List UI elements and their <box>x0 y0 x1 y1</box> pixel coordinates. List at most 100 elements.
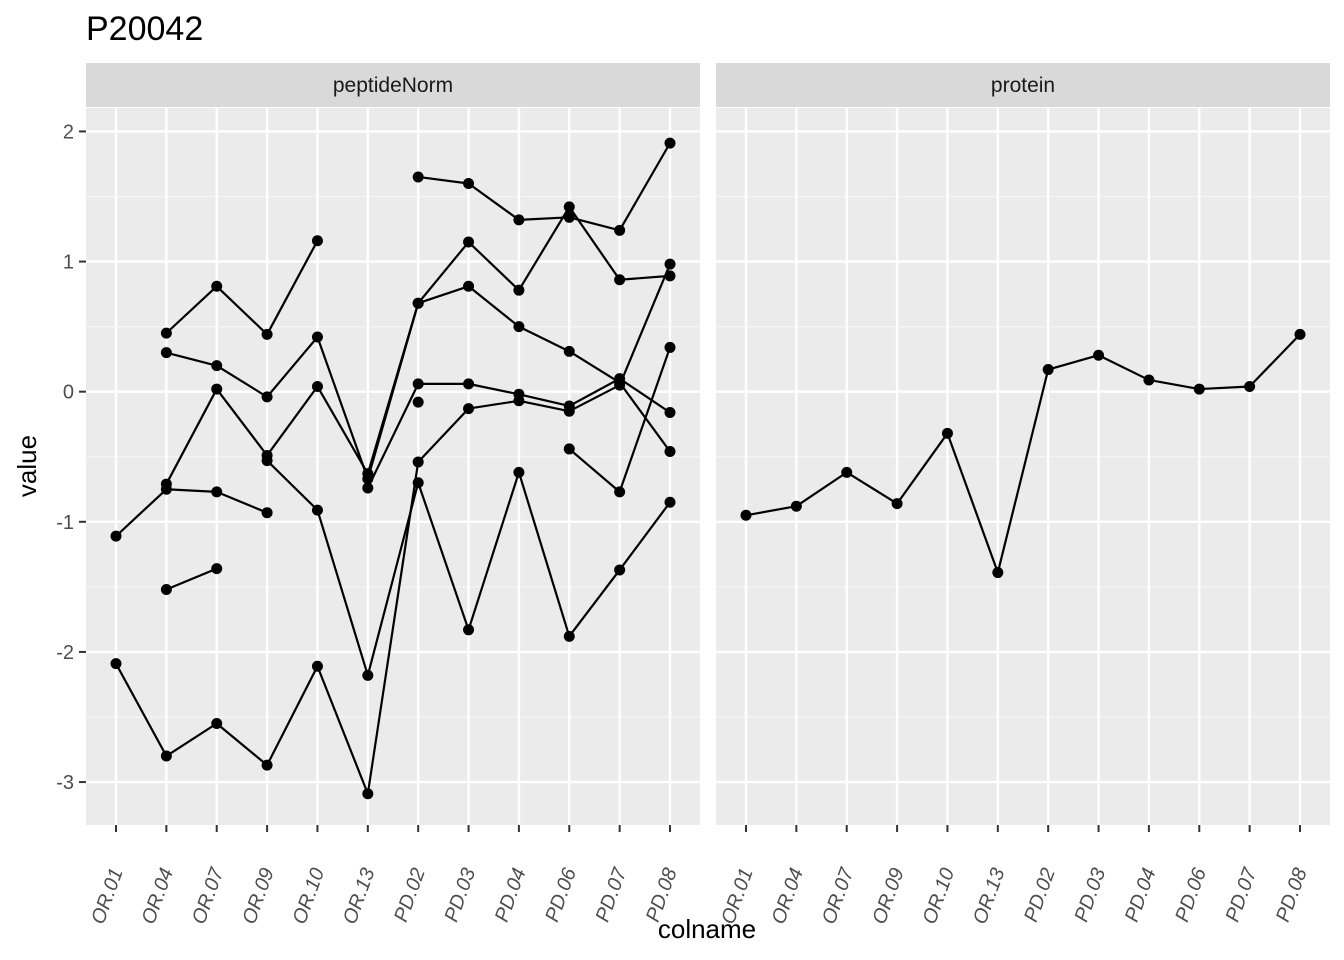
series-line-segment <box>266 665 319 766</box>
data-point <box>110 658 122 670</box>
series-line-segment <box>795 471 848 508</box>
series-line-segment <box>216 364 268 398</box>
series-line-segment <box>618 263 672 386</box>
data-point <box>1143 374 1155 386</box>
x-tick-label: PD.07 <box>592 864 632 925</box>
series-line-segment <box>316 385 369 475</box>
data-point <box>1193 383 1205 395</box>
data-point <box>311 380 323 392</box>
y-tick-label: 2 <box>63 121 74 143</box>
series-line-segment <box>166 351 218 367</box>
series-line-segment <box>418 175 469 185</box>
data-point <box>362 669 374 681</box>
data-point <box>664 446 676 458</box>
data-point <box>463 177 475 189</box>
data-point <box>463 280 475 292</box>
data-point <box>513 466 525 478</box>
data-point <box>211 486 223 498</box>
x-tick-label: OR.07 <box>818 864 859 927</box>
data-point <box>110 530 122 542</box>
series-line-segment <box>165 285 218 334</box>
data-point <box>211 280 223 292</box>
data-point <box>941 427 953 439</box>
series-line-segment <box>366 302 420 474</box>
data-point <box>614 224 626 236</box>
x-tick-label: OR.04 <box>768 865 808 927</box>
data-point <box>211 563 223 575</box>
data-point <box>261 759 273 771</box>
data-point <box>412 171 424 183</box>
series-line-segment <box>996 369 1050 573</box>
strip-label: protein <box>991 74 1055 97</box>
strip-background <box>716 63 1330 107</box>
series-line-segment <box>115 663 168 757</box>
series-line-segment <box>165 388 218 485</box>
data-point <box>513 214 525 226</box>
x-tick-label: OR.09 <box>868 865 908 927</box>
data-point <box>412 297 424 309</box>
series-3 <box>160 201 676 490</box>
series-line-segment <box>1199 385 1250 391</box>
y-axis-title: value <box>12 435 42 497</box>
series-line-segment <box>215 285 268 336</box>
x-tick-label: PD.04 <box>491 865 531 925</box>
data-point <box>412 378 424 390</box>
y-tick-label: -3 <box>56 772 74 794</box>
data-point <box>311 235 323 247</box>
series-line-segment <box>568 377 621 407</box>
series-line-segment <box>568 569 621 637</box>
series-1 <box>160 137 676 340</box>
series-line-segment <box>316 509 369 676</box>
series-line-segment <box>216 722 268 766</box>
y-tick-label: 1 <box>63 252 74 274</box>
data-point <box>261 455 273 467</box>
data-point <box>563 443 575 455</box>
data-point <box>1093 349 1105 361</box>
x-tick-label: PD.04 <box>1121 865 1161 925</box>
x-axis-title: colname <box>658 914 756 944</box>
series-line-segment <box>618 142 671 231</box>
data-point <box>563 201 575 213</box>
panel-peptideNorm: peptideNorm OR.01 OR.04 OR.07 OR.09 OR.10 OR.1… <box>86 63 700 927</box>
data-point <box>790 500 802 512</box>
series-line-segment <box>846 471 898 505</box>
series-line-segment <box>518 325 570 353</box>
series-line-segment <box>467 182 520 221</box>
series-line-segment <box>467 285 520 328</box>
data-point <box>513 321 525 333</box>
series-line-segment <box>366 383 420 489</box>
data-point <box>311 331 323 343</box>
series-line-segment <box>1248 333 1301 388</box>
series-line-segment <box>1047 354 1099 371</box>
series-line-segment <box>618 347 672 493</box>
series-line-segment <box>216 490 268 514</box>
series-line-segment <box>467 241 520 291</box>
data-point <box>362 468 374 480</box>
series-line-segment <box>215 388 268 457</box>
series-line-segment <box>166 488 217 493</box>
series-7 <box>160 341 676 595</box>
chart-title: P20042 <box>86 10 203 48</box>
series-line-segment <box>745 505 797 517</box>
series-line-segment <box>266 459 319 511</box>
data-point <box>664 341 676 353</box>
data-point <box>563 345 575 357</box>
data-point <box>160 327 172 339</box>
data-point <box>211 383 223 395</box>
x-tick-label: PD.08 <box>1272 865 1312 925</box>
series-line-segment <box>517 472 571 637</box>
data-point <box>563 405 575 417</box>
x-tick-label: OR.01 <box>87 865 127 927</box>
data-point <box>160 583 172 595</box>
series-line-segment <box>165 567 218 591</box>
series-line-segment <box>568 206 621 281</box>
data-point <box>1244 380 1256 392</box>
series-line-segment <box>266 240 319 335</box>
data-point <box>311 660 323 672</box>
y-tick-label: -2 <box>56 642 74 664</box>
series-line-segment <box>417 285 469 305</box>
data-point <box>412 477 424 489</box>
data-point <box>992 567 1004 579</box>
data-point <box>740 509 752 521</box>
